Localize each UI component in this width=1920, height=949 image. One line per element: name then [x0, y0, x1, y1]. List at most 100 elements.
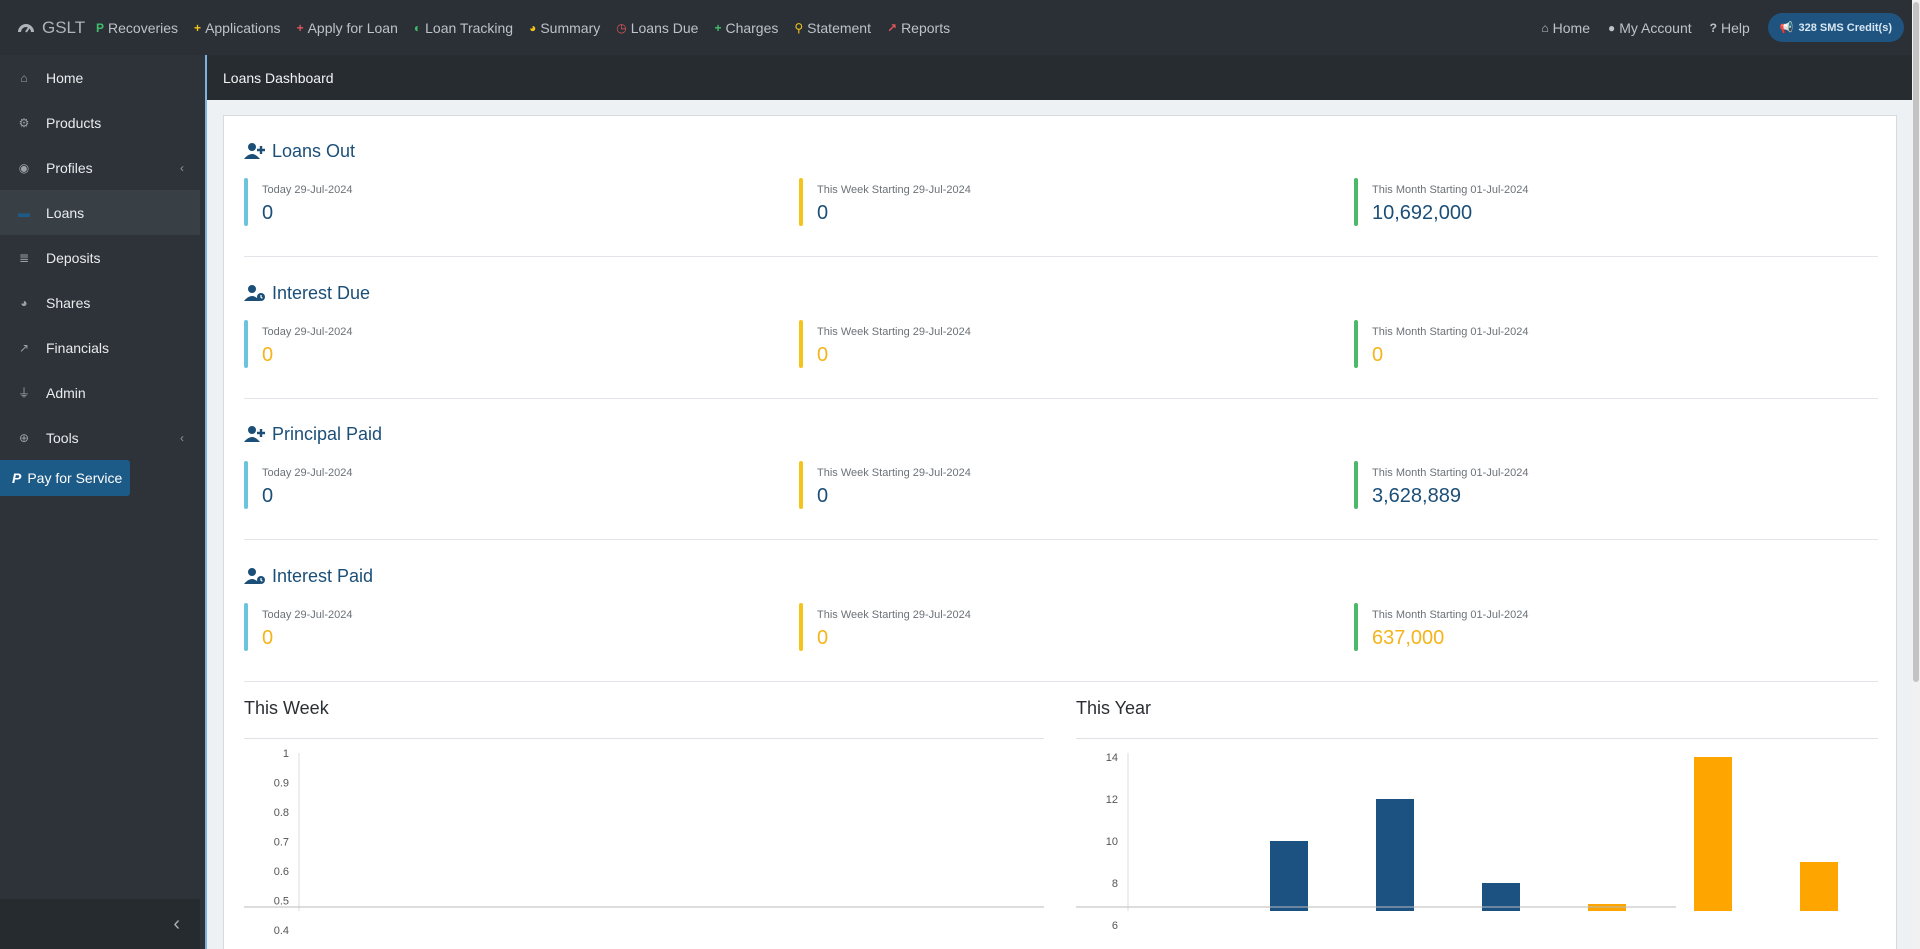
stat-value: 0	[262, 485, 274, 507]
sidebar-item-label: Tools	[46, 429, 79, 446]
dashboard-icon	[18, 23, 34, 33]
nav-statement[interactable]: ⚲ Statement	[794, 20, 871, 36]
sidebar-item-label: Loans	[46, 204, 85, 221]
nav-right-my-account[interactable]: ● My Account	[1608, 20, 1692, 36]
sidebar-item-products[interactable]: ⚙ Products	[0, 100, 200, 145]
stats-row: Today 29-Jul-2024 0 This Week Starting 29-…	[244, 603, 1878, 651]
stat-label: This Week Starting 29-Jul-2024	[817, 184, 971, 196]
main-nav: P Recoveries + Applications + Apply for Loan ◐…	[96, 20, 950, 36]
search-icon: ⚲	[794, 20, 804, 35]
user-plus-icon: +	[714, 20, 722, 35]
page-title: Loans Dashboard	[207, 55, 1915, 100]
week-chart: 1 0.9 0.8 0.7 0.6 0.5 0.4	[244, 748, 1044, 937]
section-title: Principal Paid	[244, 421, 1878, 447]
stat-value: 0	[817, 627, 829, 649]
sidebar-menu: ⌂ Home ⚙ Products ◉ Profiles ‹ ▬ Loans ≣ Deposits ◕…	[0, 55, 200, 460]
user-plus-icon: +	[296, 20, 304, 35]
sidebar-item-home[interactable]: ⌂ Home	[0, 55, 200, 100]
user-nav: ⌂ Home ● My Account ? Help 📢 328 SMS Credit(s…	[1541, 0, 1904, 55]
sidebar-item-admin[interactable]: ⏚ Admin	[0, 370, 200, 415]
cogs-icon: ⚙	[18, 115, 30, 130]
sidebar-item-label: Home	[46, 69, 84, 86]
stat-box: Today 29-Jul-2024 0	[244, 320, 353, 368]
chevron-left-icon: ‹	[173, 912, 180, 935]
nav-loans-due[interactable]: ◷ Loans Due	[616, 20, 698, 36]
sidebar-item-label: Shares	[46, 294, 91, 311]
pay-for-service-label: Pay for Service	[27, 470, 123, 486]
section-principal-paid: Principal Paid Today 29-Jul-2024 0 This Wee…	[244, 421, 1878, 509]
sidebar-item-financials[interactable]: ↗ Financials	[0, 325, 200, 370]
y-tick-label: 0.8	[274, 807, 289, 819]
page-scrollbar[interactable]	[1912, 0, 1920, 949]
home-icon: ⌂	[1541, 20, 1549, 35]
y-tick-label: 0.4	[274, 925, 289, 937]
bar	[1482, 883, 1520, 911]
sidebar-item-label: Deposits	[46, 249, 101, 266]
brand-name: GSLT	[42, 17, 86, 37]
stats-row: Today 29-Jul-2024 0 This Week Starting 29-…	[244, 461, 1878, 509]
stat-label: This Week Starting 29-Jul-2024	[817, 609, 971, 621]
question-icon: ?	[1709, 20, 1717, 35]
sidebar-item-label: Financials	[46, 339, 110, 356]
stat-label: Today 29-Jul-2024	[262, 609, 353, 621]
nav-right-home[interactable]: ⌂ Home	[1541, 20, 1590, 36]
y-tick-label: 12	[1106, 794, 1118, 806]
stat-value: 0	[817, 344, 829, 366]
nav-recoveries[interactable]: P Recoveries	[96, 20, 178, 36]
nav-reports[interactable]: ↗ Reports	[887, 20, 950, 36]
stat-label: Today 29-Jul-2024	[262, 326, 353, 338]
week-chart-title: This Week	[244, 698, 329, 718]
dashboard-card: This Week This Year 1 0.9 0.8 0.7 0.6 0.5 0.4 …	[223, 115, 1897, 949]
nav-right-help[interactable]: ? Help	[1710, 20, 1750, 36]
stat-value: 0	[262, 344, 274, 366]
stat-value: 10,692,000	[1372, 202, 1473, 224]
pay-for-service-button[interactable]: P Pay for Service	[0, 460, 130, 496]
y-tick-label: 0.6	[274, 866, 289, 878]
stat-box: This Month Starting 01-Jul-2024 3,628,889	[1354, 461, 1529, 509]
stat-box: This Month Starting 01-Jul-2024 0	[1354, 320, 1529, 368]
sidebar-item-label: Admin	[46, 384, 86, 401]
stat-box: This Week Starting 29-Jul-2024 0	[799, 320, 971, 368]
y-tick-label: 8	[1112, 878, 1118, 890]
nav-charges[interactable]: + Charges	[714, 20, 778, 36]
y-tick-label: 0.5	[274, 896, 289, 908]
nav-label: Apply for Loan	[307, 19, 398, 36]
bar	[1376, 799, 1414, 911]
scrollbar-thumb[interactable]	[1913, 2, 1919, 682]
nav-summary[interactable]: ◕ Summary	[529, 20, 600, 36]
sidebar-item-profiles[interactable]: ◉ Profiles ‹	[0, 145, 200, 190]
nav-applications[interactable]: + Applications	[194, 20, 281, 36]
stat-label: Today 29-Jul-2024	[262, 184, 353, 196]
stat-value: 0	[817, 202, 829, 224]
brand[interactable]: GSLT	[0, 18, 96, 38]
sidebar-item-tools[interactable]: ⊕ Tools ‹	[0, 415, 200, 460]
stat-value: 637,000	[1372, 627, 1445, 649]
bar	[1800, 862, 1838, 911]
sidebar-collapse-button[interactable]: ‹	[0, 899, 200, 949]
stat-label: This Month Starting 01-Jul-2024	[1372, 326, 1529, 338]
divider	[1076, 738, 1878, 739]
sidebar: ⌂ Home ⚙ Products ◉ Profiles ‹ ▬ Loans ≣ Deposits ◕…	[0, 55, 200, 949]
nav-loan-tracking[interactable]: ◐ Loan Tracking	[414, 20, 513, 36]
sidebar-item-deposits[interactable]: ≣ Deposits	[0, 235, 200, 280]
stat-box: Today 29-Jul-2024 0	[244, 178, 353, 226]
user-clock-icon	[244, 568, 265, 584]
stat-label: This Month Starting 01-Jul-2024	[1372, 609, 1529, 621]
stat-label: This Month Starting 01-Jul-2024	[1372, 184, 1529, 196]
sidebar-item-shares[interactable]: ◕ Shares	[0, 280, 200, 325]
stat-box: This Month Starting 01-Jul-2024 10,692,00…	[1354, 178, 1529, 226]
sidebar-item-loans[interactable]: ▬ Loans	[0, 190, 200, 235]
stat-value: 0	[1372, 344, 1384, 366]
y-tick-label: 6	[1112, 920, 1118, 932]
stat-value: 0	[262, 627, 274, 649]
main-content: Loans Dashboard This Week This Year 1 0.9…	[205, 55, 1915, 949]
nav-apply-for-loan[interactable]: + Apply for Loan	[297, 20, 398, 36]
y-tick-label: 1	[283, 748, 289, 760]
y-tick-label: 0.9	[274, 778, 289, 790]
bar	[1270, 841, 1308, 911]
section-interest-paid: Interest Paid Today 29-Jul-2024 0 This Week…	[244, 563, 1878, 651]
sms-credits-button[interactable]: 📢 328 SMS Credit(s)	[1767, 13, 1904, 42]
section-title-text: Loans Out	[272, 140, 356, 161]
paypal-icon: P	[12, 470, 22, 486]
section-title-text: Interest Due	[272, 282, 371, 303]
